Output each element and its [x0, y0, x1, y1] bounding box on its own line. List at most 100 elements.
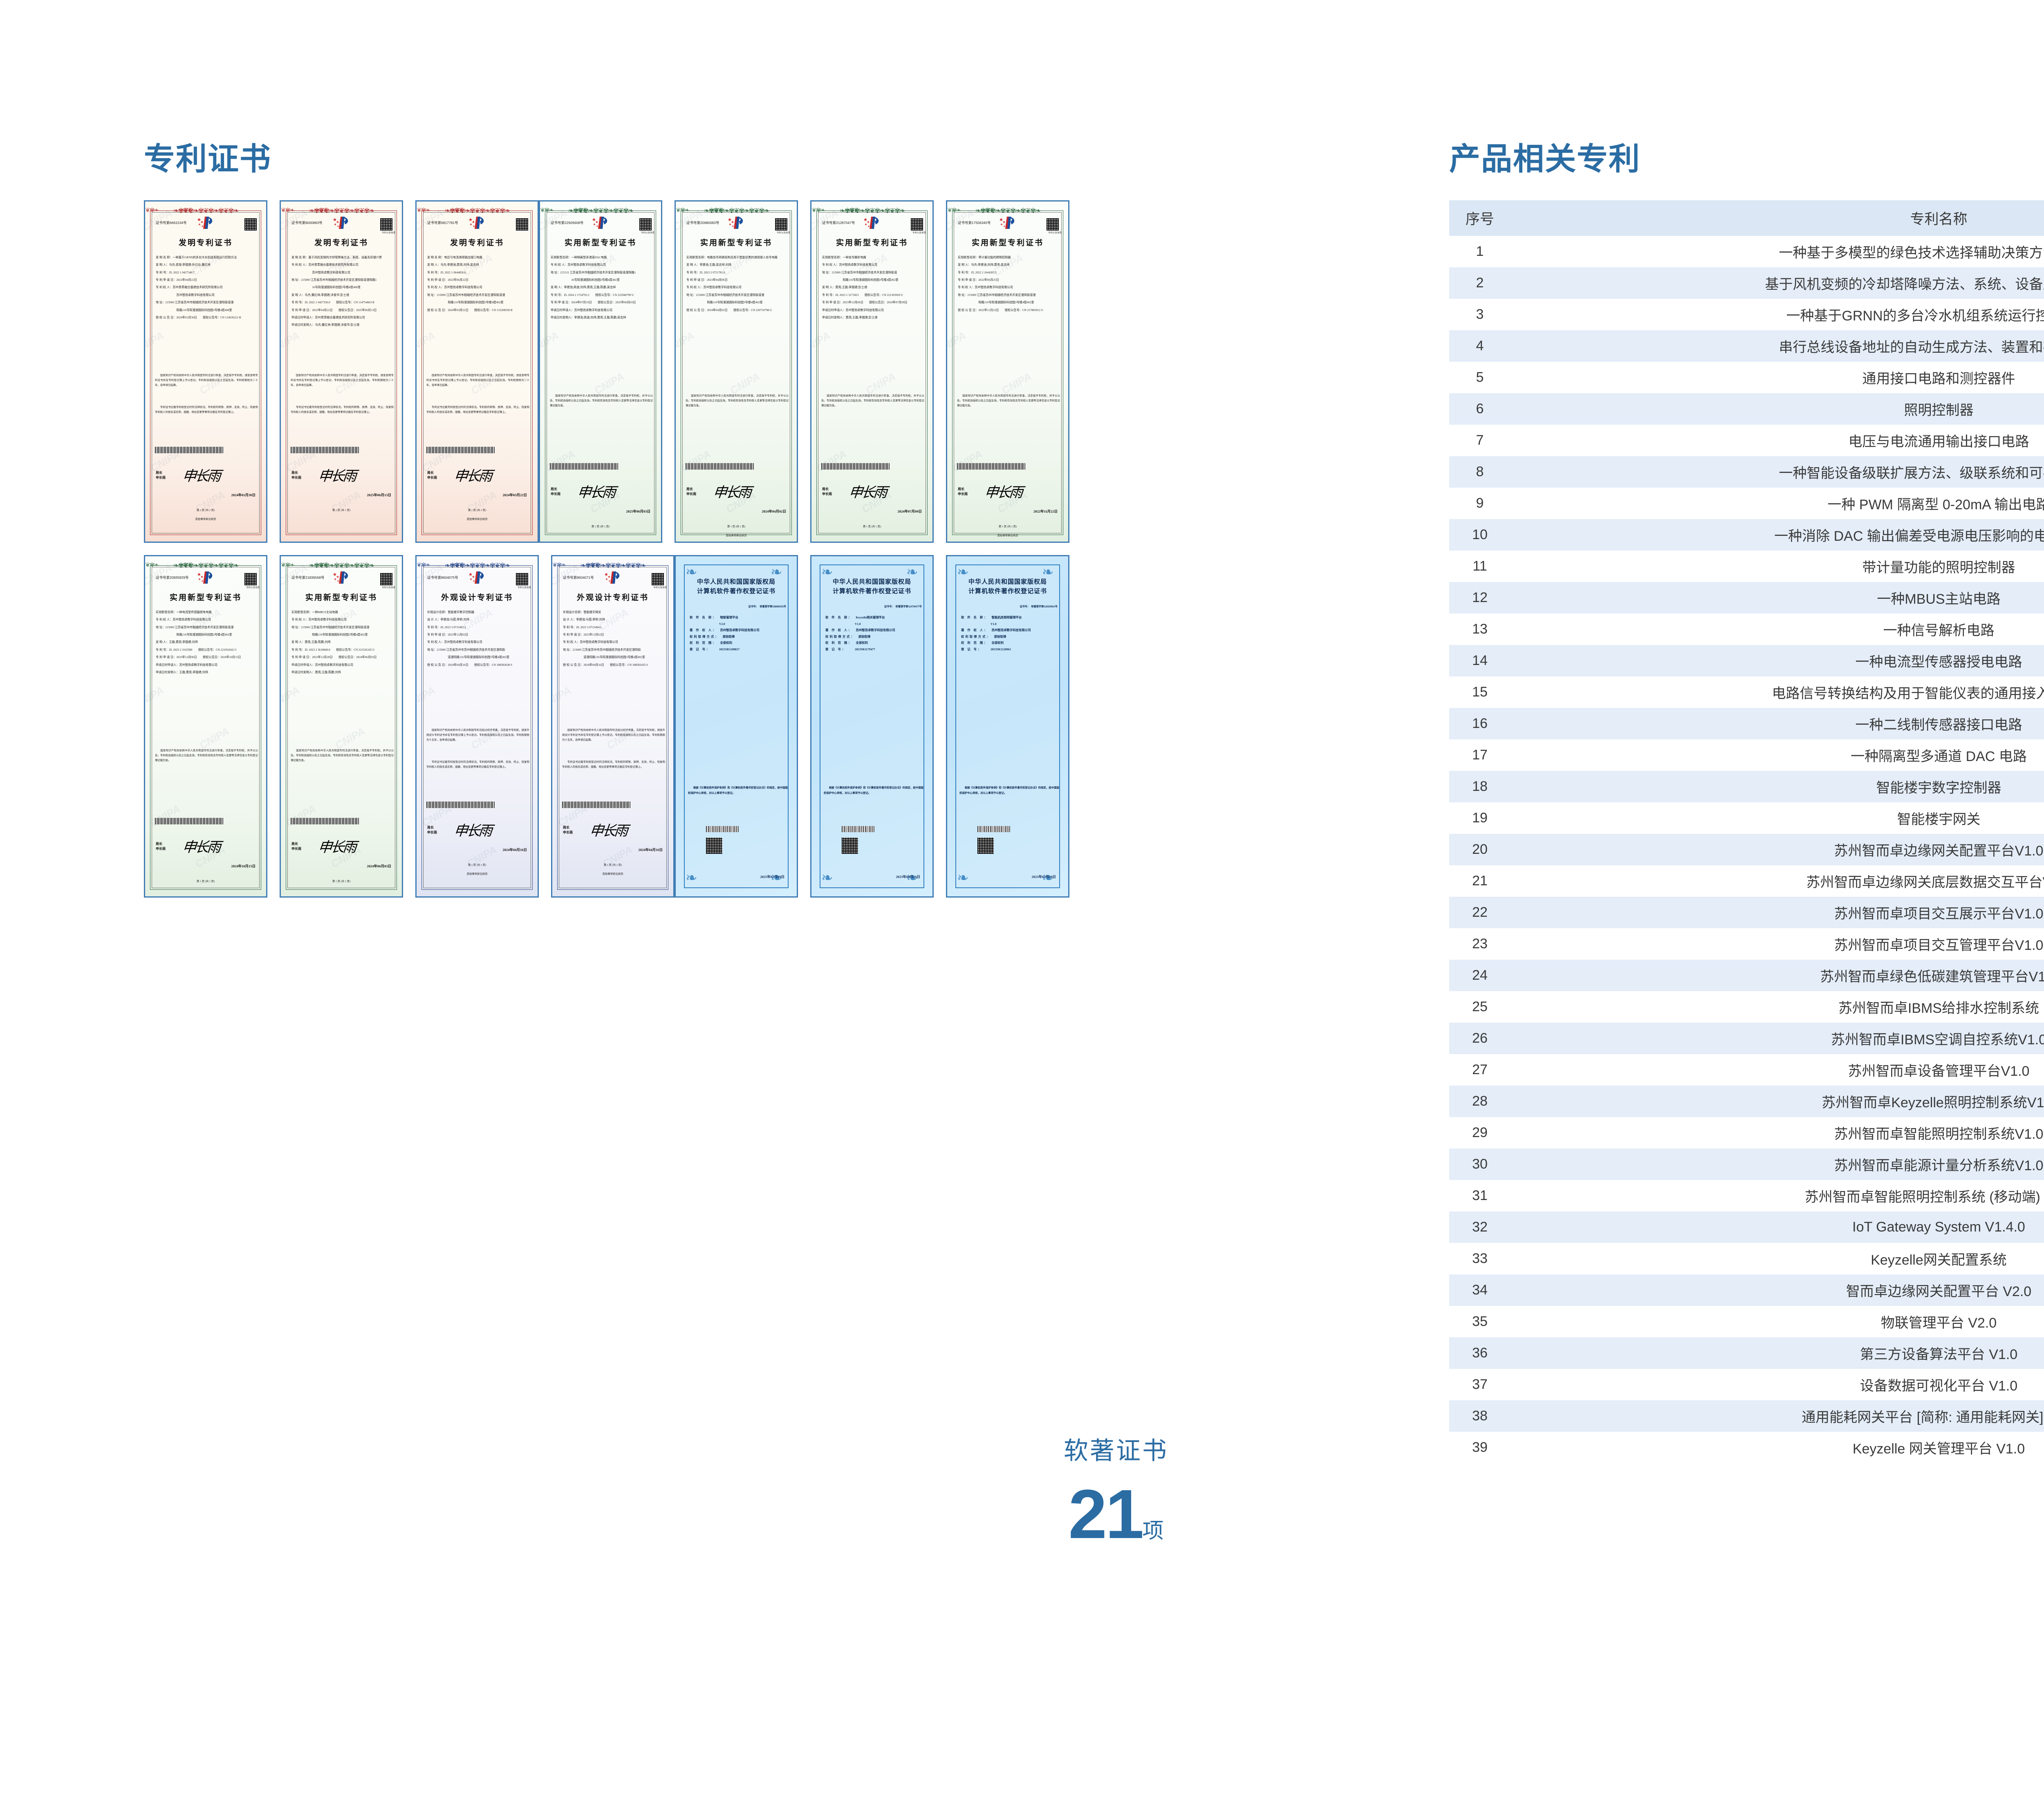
- certificate-field: 地 址：215000 江苏省苏州市相城经济技术开发区澄阳街道澄: [291, 625, 370, 629]
- software-certificate-title: 中华人民共和国国家版权局 计算机软件著作权登记证书: [832, 579, 911, 595]
- issue-date: 2024年04月16日: [638, 848, 663, 852]
- software-certificate-title: 中华人民共和国国家版权局 计算机软件著作权登记证书: [697, 579, 775, 595]
- software-field-key: 软 件 名 称：: [961, 616, 988, 619]
- certificate-frame: ❧✾❦✾❧✾❦✾❧✾❦✾❧ ❦✾❧ ❧✾❦: [281, 562, 397, 890]
- bureau-director-label: 局长 申长雨: [563, 826, 573, 834]
- cell-name: 苏州智而卓能源计量分析系统V1.0: [1834, 1158, 2044, 1173]
- certificate-field: 实用新型名称：电路信号转换结构及用于智能仪表的通用接入信号电路: [686, 256, 778, 259]
- certificate-field: 授 权 公 告 日：2024年04月02日 授权公告号：CN 220710798…: [686, 308, 772, 312]
- cell-name: Keyzelle网关配置系统: [1871, 1252, 2007, 1268]
- certificate-field: 专 利 号：ZL 2023 3 0715494.1: [563, 625, 602, 629]
- cnipa-logo-icon: [604, 571, 620, 584]
- certificate-field: 专 利 号：ZL 2023 3 0715492.2: [427, 625, 466, 629]
- cell-no: 36: [1472, 1345, 1488, 1361]
- cell-name: 基于风机变频的冷却塔降噪方法、系统、设备及存储介质: [1765, 277, 2044, 292]
- software-certificate-title: 中华人民共和国国家版权局 计算机软件著作权登记证书: [968, 579, 1047, 595]
- software-certificate-frame: ❧ ❧ ❧ ❧: [684, 564, 789, 888]
- patent-certificate-card[interactable]: CNIPA CNIPA CNIPA CNIPA CNIPA CNIPA ❧✾❦✾❧✾❦✾❧…: [539, 200, 662, 543]
- certificate-row: CNIPA CNIPA CNIPA CNIPA CNIPA CNIPA ❧✾❦✾❧✾❦✾❧…: [144, 555, 675, 898]
- certificate-notice-2: 专利证书记载专利权登记时的法律状况。专利权的转移、质押、无效、终止、恢复和专利权…: [155, 406, 258, 414]
- cell-name: 一种消除 DAC 输出偏差受电源电压影响的电路及方法: [1774, 528, 2044, 544]
- certificate-frame: ❧✾❦✾❧✾❦✾❧✾❦✾❧ ❦✾❧ ❧✾❦: [281, 207, 397, 535]
- software-copyright-certificate-card[interactable]: ❧ ❧ ❧ ❧ 中华人民共和国国家版权局 计算机软件著作权登记证书 证书号： 软著…: [810, 555, 934, 898]
- barcode-icon: [977, 826, 1010, 832]
- certificate-notice: 国家知识产权局依照中华人民共和国专利法进行审查，决定授予专利权，颁发发明专利证书…: [426, 374, 529, 387]
- certificate-field: 苏州智而卓数字科技有限公司: [291, 271, 350, 274]
- patent-certificate-card[interactable]: CNIPA CNIPA CNIPA CNIPA CNIPA CNIPA ❧✾❦✾❧✾❦✾❧…: [144, 555, 267, 898]
- issue-date: 2024年04月02日: [762, 509, 786, 513]
- patent-certificate-card[interactable]: CNIPA CNIPA CNIPA CNIPA CNIPA CNIPA ❧✾❦✾❧✾❦✾❧…: [280, 200, 403, 543]
- patent-certificate-card[interactable]: CNIPA CNIPA CNIPA CNIPA CNIPA CNIPA ❧✾❦✾❧✾❦✾❧…: [280, 555, 403, 898]
- certificate-field: 专 利 号：ZL 2022 2 1644205.5: [958, 271, 997, 274]
- cell-name: 苏州智而卓智能照明控制系统V1.0: [1834, 1126, 2044, 1142]
- table-row: 2 基于风机变频的冷却塔降噪方法、系统、设备及存储介质 发明: [1449, 267, 2044, 299]
- qr-caption: 专利公告信息: [517, 587, 531, 589]
- certificate-field: 专 利 申 请 日：2023年12月06日 授权公告日：2024年07月09日: [822, 301, 908, 305]
- director-signature: 申长雨: [848, 485, 887, 500]
- certificate-frame: ❧✾❦✾❧✾❦✾❧✾❦✾❧ ❦✾❧ ❧✾❦: [552, 562, 668, 890]
- software-field-row: V2.0: [690, 621, 787, 627]
- cell-name: 串行总线设备地址的自动生成方法、装置和存储介质: [1779, 340, 2044, 355]
- qr-code-icon: [775, 218, 788, 231]
- certificate-field: 专 利 权 人：苏州智而卓数字科技有限公司: [291, 618, 347, 622]
- table-row: 30 苏州智而卓能源计量分析系统V1.0 软著: [1449, 1149, 2044, 1180]
- table-row: 16 一种二线制传感器接口电路 实用新型: [1449, 708, 2044, 739]
- patent-certificate-card[interactable]: CNIPA CNIPA CNIPA CNIPA CNIPA CNIPA ❧✾❦✾❧✾❦✾❧…: [551, 555, 675, 898]
- certificate-field: 地 址：215000 江苏省苏州市相城经济技术开发区澄阳街道澄阳路1: [291, 278, 377, 282]
- software-field-row: 软 件 名 称： Keyzelle网关管理平台: [825, 614, 923, 621]
- certificate-page-footer: 第 1 页 (共 1 页): [332, 880, 351, 883]
- cell-name: 物联管理平台 V2.0: [1880, 1315, 1997, 1331]
- patent-certificate-card[interactable]: CNIPA CNIPA CNIPA CNIPA CNIPA CNIPA ❧✾❦✾❧✾❦✾❧…: [810, 200, 934, 543]
- certificate-field: 专 利 权 人：苏州智而卓数字科技有限公司: [427, 640, 482, 644]
- certificate-field: 外观设计名称：智能楼宇网关: [563, 611, 601, 614]
- patent-certificate-card[interactable]: CNIPA CNIPA CNIPA CNIPA CNIPA CNIPA ❧✾❦✾❧✾❦✾❧…: [144, 200, 267, 543]
- certificate-field: 申请日时申请人：苏州智而卓数字科技有限公司: [822, 308, 884, 312]
- software-field-row: 权利取得方式： 原始取得: [690, 634, 787, 640]
- patent-certificate-card[interactable]: CNIPA CNIPA CNIPA CNIPA CNIPA CNIPA ❧✾❦✾❧✾❦✾❧…: [415, 555, 539, 898]
- qr-caption: 专利公告信息: [776, 232, 790, 234]
- issue-date: 2024年01月30日: [231, 493, 256, 497]
- certificate-field: 专 利 号：ZL 2023 2 3618840.8 授权公告号：CN 22152…: [291, 648, 375, 652]
- certificate-continuation-note: 其他事项参见续页: [466, 873, 488, 875]
- certificate-page-footer: 第 1 页 (共 1 页): [863, 525, 881, 528]
- table-row: 26 苏州智而卓IBMS空调自控系统V1.0 软著: [1449, 1023, 2044, 1054]
- patent-certificate-card[interactable]: CNIPA CNIPA CNIPA CNIPA CNIPA CNIPA ❧✾❦✾❧✾❦✾❧…: [675, 200, 798, 543]
- qr-code-icon: [910, 218, 923, 231]
- software-copyright-certificate-card[interactable]: ❧ ❧ ❧ ❧ 中华人民共和国国家版权局 计算机软件著作权登记证书 证书号： 软著…: [675, 555, 798, 898]
- cell-name: 设备数据可视化平台 V1.0: [1860, 1378, 2018, 1394]
- qr-caption: 专利公告信息: [381, 232, 395, 234]
- certificate-title: 外观设计专利证书: [441, 593, 513, 602]
- table-row: 24 苏州智而卓绿色低碳建筑管理平台V1.0 软著: [1449, 960, 2044, 991]
- certificate-grid: CNIPA CNIPA CNIPA CNIPA CNIPA CNIPA ❧✾❦✾❧✾❦✾❧…: [144, 200, 1223, 910]
- cnipa-logo-icon: [999, 217, 1015, 229]
- software-field-row: 权利取得方式： 原始取得: [825, 634, 923, 640]
- certificate-notice-2: 专利证书记载专利权登记时的法律状况。专利权的转移、质押、无效、终止、恢复和专利权…: [426, 761, 529, 768]
- qr-code-icon: [706, 837, 722, 854]
- software-certificate-fields: 软 件 名 称： Keyzelle网关管理平台 V1.0 著 作 权 人： 苏州…: [825, 614, 923, 652]
- column-header-no: 序号: [1449, 200, 1511, 236]
- table-row: 5 通用接口电路和测控器件 发明: [1449, 362, 2044, 393]
- cell-name: 电路信号转换结构及用于智能仪表的通用接入信号电路: [1772, 686, 2044, 701]
- certificate-number: 证书号第8604071号: [563, 575, 594, 580]
- certificate-field: 发 明 名 称：一种基于GRNN的多台冷水机组系统运行控制方法: [156, 256, 237, 259]
- certificate-notice-2: 专利证书记载专利权登记时的法律状况。专利权的转移、质押、无效、终止、恢复和专利权…: [291, 406, 394, 414]
- software-copyright-certificate-card[interactable]: ❧ ❧ ❧ ❧ 中华人民共和国国家版权局 计算机软件著作权登记证书 证书号： 软著…: [946, 555, 1069, 898]
- certificate-page-footer: 第 1 页 (共 1 页): [727, 525, 746, 528]
- corner-ornament-icon: ❧: [686, 564, 697, 580]
- product-patents-title: 产品相关专利: [1449, 142, 1641, 177]
- cell-no: 23: [1472, 936, 1488, 952]
- certificate-field: 阳路116号阳澄湖国际科创园3号楼4层408室: [156, 308, 232, 312]
- qr-code-icon: [651, 573, 664, 586]
- patent-certificate-card[interactable]: CNIPA CNIPA CNIPA CNIPA CNIPA CNIPA ❧✾❦✾❧✾❦✾❧…: [946, 200, 1069, 543]
- director-signature: 申长雨: [576, 485, 615, 500]
- certificate-notice: 国家知识产权局依照中华人民共和国专利法进行审查，决定授予专利权，并予以公告。专利…: [550, 394, 653, 407]
- certificate-page-footer: 第 1 页 (共 2 页): [196, 509, 215, 512]
- certificate-frame: ❧✾❦✾❧✾❦✾❧✾❦✾❧ ❦✾❧ ❧✾❦: [811, 207, 928, 535]
- cnipa-logo-icon: [197, 217, 213, 229]
- patent-certificate-card[interactable]: CNIPA CNIPA CNIPA CNIPA CNIPA CNIPA ❧✾❦✾❧✾❦✾❧…: [415, 200, 539, 543]
- cell-name: 带计量功能的照明控制器: [1862, 560, 2015, 575]
- software-field-value: 物联管理平台: [720, 616, 738, 619]
- software-issue-date: 2025年07月09日: [760, 875, 784, 879]
- certificate-field: 申请日时发明人：马杰;董红林;李国建;沐俊华;彭士通: [291, 323, 360, 327]
- software-certificate-number: 证书号： 软著登字第12020061号: [1020, 605, 1058, 608]
